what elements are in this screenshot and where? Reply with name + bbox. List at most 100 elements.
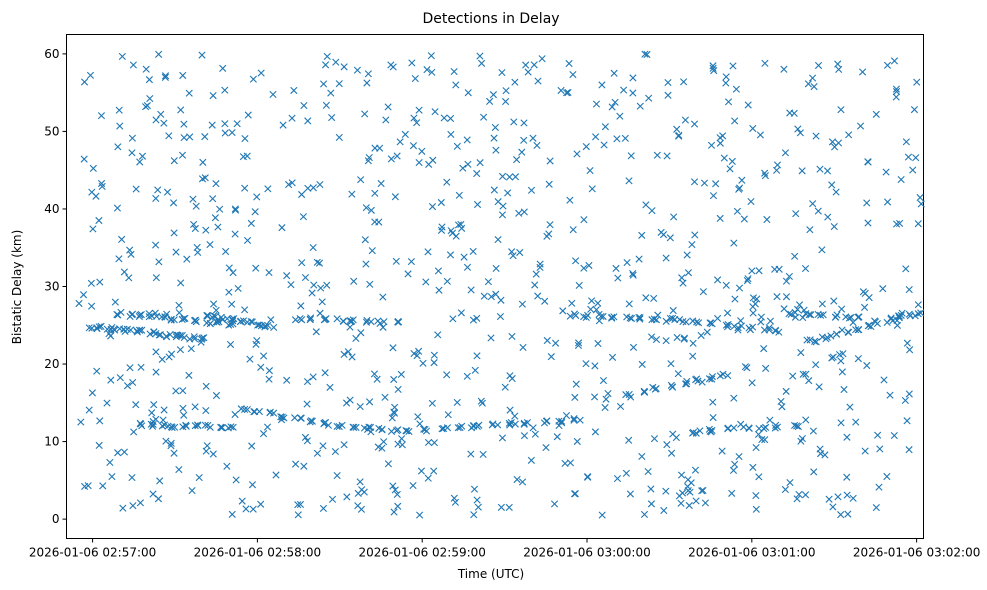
scatter-point (162, 332, 170, 340)
scatter-point (463, 372, 471, 380)
scatter-point (457, 309, 465, 317)
scatter-point (298, 190, 306, 199)
scatter-point (148, 409, 156, 417)
scatter-point (190, 333, 198, 341)
scatter-point (309, 244, 317, 252)
scatter-point (647, 485, 655, 493)
scatter-point (843, 473, 851, 481)
scatter-point (473, 169, 481, 178)
chart-title: Detections in Delay (422, 11, 559, 27)
scatter-point (755, 267, 763, 275)
scatter-point (792, 210, 800, 218)
scatter-point (708, 320, 716, 328)
scatter-point (229, 423, 237, 431)
scatter-point (241, 405, 249, 414)
scatter-point (730, 239, 738, 247)
scatter-point (914, 220, 922, 228)
scatter-point (743, 364, 751, 372)
scatter-point (795, 490, 803, 499)
scatter-point (450, 67, 458, 76)
scatter-point (564, 88, 572, 97)
scatter-point (81, 482, 89, 491)
scatter-point (758, 435, 766, 444)
scatter-point (610, 313, 618, 321)
scatter-point (666, 234, 674, 242)
scatter-point (116, 374, 124, 382)
scatter-point (692, 497, 700, 505)
scatter-point (882, 168, 890, 176)
scatter-point (663, 152, 671, 160)
scatter-point (261, 323, 269, 331)
scatter-point (212, 180, 220, 188)
scatter-point (77, 418, 85, 426)
scatter-point (190, 335, 199, 343)
scatter-point (175, 309, 183, 317)
scatter-point (180, 134, 188, 142)
scatter-point (520, 432, 529, 440)
scatter-point (543, 232, 551, 240)
scatter-point (225, 288, 233, 296)
scatter-point (371, 218, 379, 226)
scatter-point (668, 383, 677, 391)
scatter-point (233, 120, 241, 128)
scatter-point (201, 133, 209, 141)
scatter-point (250, 408, 258, 416)
scatter-point (170, 449, 178, 457)
scatter-point (733, 207, 742, 215)
scatter-point (225, 321, 233, 329)
scatter-point (129, 502, 137, 510)
scatter-point (209, 195, 217, 203)
scatter-point (858, 68, 867, 76)
scatter-point (505, 419, 513, 427)
plot-area (66, 34, 924, 539)
scatter-point (519, 343, 527, 352)
scatter-point (568, 299, 576, 307)
scatter-point (473, 200, 482, 209)
scatter-point (683, 377, 691, 386)
scatter-point (80, 155, 88, 163)
scatter-point (308, 289, 316, 297)
scatter-point (610, 69, 618, 77)
scatter-point (709, 192, 718, 200)
scatter-point (209, 92, 217, 100)
scatter-point (574, 341, 583, 350)
scatter-point (682, 318, 690, 326)
scatter-point (572, 380, 580, 388)
scatter-point (883, 198, 892, 206)
scatter-point (876, 445, 884, 453)
scatter-point (795, 301, 804, 309)
scatter-point (699, 288, 707, 296)
scatter-point (726, 165, 734, 173)
scatter-point (138, 326, 146, 334)
scatter-point (809, 200, 817, 208)
scatter-point (416, 420, 424, 428)
scatter-point (582, 360, 590, 368)
scatter-point (160, 119, 168, 127)
scatter-point (832, 188, 840, 196)
scatter-point (161, 73, 169, 81)
scatter-point (675, 492, 684, 500)
scatter-point (905, 390, 913, 398)
scatter-point (487, 293, 495, 301)
scatter-point (635, 313, 643, 321)
scatter-point (611, 98, 619, 106)
scatter-point (694, 377, 702, 385)
scatter-point (401, 130, 409, 138)
scatter-point (664, 91, 672, 99)
scatter-point (193, 243, 201, 252)
scatter-point (698, 378, 706, 386)
scatter-point (846, 403, 854, 411)
scatter-point (909, 166, 917, 174)
scatter-point (629, 74, 637, 82)
scatter-point (356, 402, 364, 411)
scatter-point (816, 311, 825, 319)
scatter-point (724, 98, 733, 106)
scatter-point (620, 86, 628, 94)
scatter-point (546, 157, 554, 165)
scatter-point (387, 155, 395, 163)
scatter-point (371, 144, 379, 152)
scatter-point (654, 311, 662, 319)
scatter-point (327, 89, 335, 97)
scatter-point (678, 274, 686, 282)
